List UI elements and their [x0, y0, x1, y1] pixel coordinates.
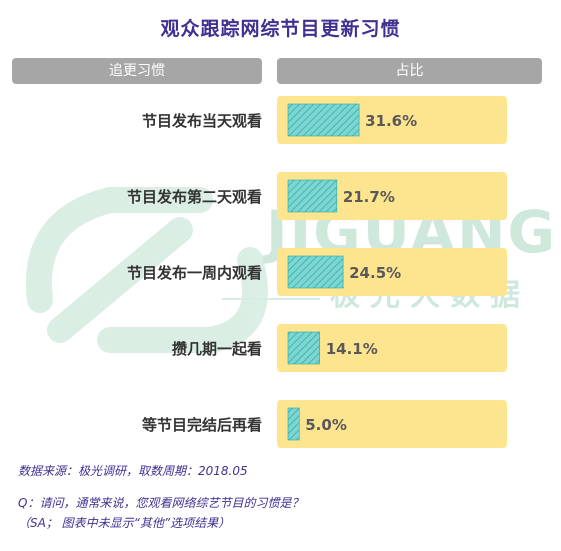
bar [287, 103, 360, 137]
category-label: 节目发布第二天观看 [127, 188, 262, 206]
row-background [277, 324, 507, 372]
category-label: 节目发布一周内观看 [127, 264, 262, 282]
bar [287, 331, 321, 365]
row-background [277, 400, 507, 448]
value-label: 24.5% [349, 264, 401, 282]
bar [287, 255, 344, 289]
value-label: 5.0% [305, 416, 347, 434]
value-label: 21.7% [343, 188, 395, 206]
question-note: Q：请问，通常来说，您观看网络综艺节目的习惯是？ [18, 496, 304, 510]
category-label: 节目发布当天观看 [142, 112, 262, 130]
category-label: 等节目完结后再看 [142, 416, 262, 434]
sa-note: （SA； 图表中未显示“其他”选项结果） [18, 516, 231, 530]
value-label: 14.1% [326, 340, 378, 358]
header-share: 占比 [277, 58, 542, 84]
source-note: 数据来源：极光调研，取数周期：2018.05 [18, 464, 248, 478]
category-label: 攒几期一起看 [172, 340, 262, 358]
bar [287, 407, 300, 441]
chart-title: 观众跟踪网综节目更新习惯 [160, 18, 401, 40]
header-habit: 追更习惯 [12, 58, 262, 84]
value-label: 31.6% [365, 112, 417, 130]
bar [287, 179, 338, 213]
